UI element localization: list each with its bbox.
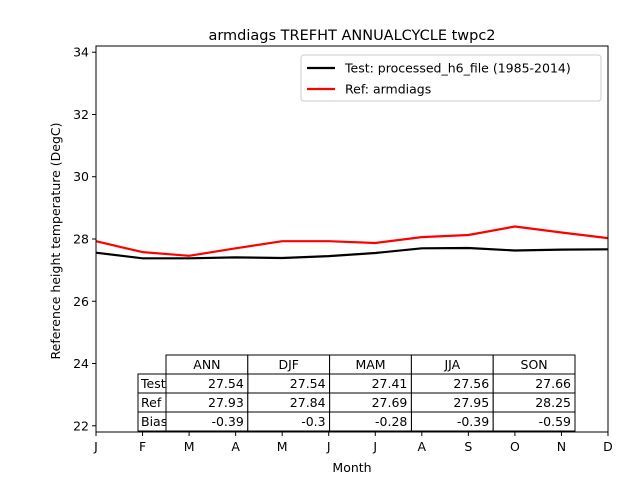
table-cell-value: 27.84 <box>290 395 326 410</box>
table-cell-value: 27.69 <box>372 395 408 410</box>
y-tick-label: 30 <box>73 169 89 184</box>
x-tick-label: S <box>464 439 472 454</box>
table-cell-value: 27.56 <box>453 376 489 391</box>
table-row-label: Test <box>140 376 166 391</box>
y-axis-ticks: 22 24 26 28 30 32 34 <box>73 45 96 433</box>
x-tick-label: F <box>139 439 146 454</box>
table-cell-value: 27.93 <box>208 395 244 410</box>
x-tick-label: J <box>326 439 331 454</box>
x-tick-label: A <box>418 439 427 454</box>
y-axis-label: Reference height temperature (DegC) <box>48 122 63 359</box>
table-header-label: ANN <box>193 357 220 372</box>
legend-label: Test: processed_h6_file (1985-2014) <box>344 61 571 76</box>
y-tick-label: 26 <box>73 294 89 309</box>
table-header-label: JJA <box>443 357 460 372</box>
y-tick-label: 22 <box>73 418 89 433</box>
x-tick-label: J <box>93 439 98 454</box>
table-cell <box>165 373 249 394</box>
table-cell-value: 27.54 <box>290 376 326 391</box>
table-header-label: SON <box>521 357 548 372</box>
legend: Test: processed_h6_file (1985-2014) Ref: … <box>300 54 602 102</box>
ref-series-line <box>95 225 609 257</box>
x-axis-label: Month <box>332 460 371 475</box>
table-cell <box>492 411 576 432</box>
x-tick-label: M <box>184 439 195 454</box>
table-cell-value: -0.3 <box>301 414 325 429</box>
legend-label: Ref: armdiags <box>345 82 431 97</box>
table-row-label: Ref <box>141 395 162 410</box>
stats-table: ANN DJF MAM JJA SON Test 27.54 27.41 27.56 27.66 R… <box>137 354 576 432</box>
legend-box <box>300 54 602 102</box>
test-series-line <box>95 246 609 260</box>
table-cell-value: 28.25 <box>535 395 571 410</box>
table-header-label: DJF <box>278 357 299 372</box>
series-layer <box>95 225 609 260</box>
table-cell-value: 27.66 <box>535 376 571 391</box>
x-tick-label: N <box>557 439 566 454</box>
table-row-label: Bias <box>141 414 167 429</box>
y-tick-label: 34 <box>73 45 89 60</box>
table-header-label: MAM <box>355 357 385 372</box>
x-tick-label: O <box>510 439 520 454</box>
table-cell-value: -0.28 <box>375 414 407 429</box>
plot-frame <box>95 45 609 433</box>
chart-title: armdiags TREFHT ANNUALCYCLE twpc2 <box>208 28 495 44</box>
table-cell-value: -0.39 <box>457 414 489 429</box>
y-tick-label: 32 <box>73 107 89 122</box>
table-cell <box>329 411 412 432</box>
x-tick-label: D <box>603 439 613 454</box>
table-cell-value: 27.41 <box>372 376 408 391</box>
table-cell-value: -0.39 <box>211 414 243 429</box>
table-cell-value: 27.54 <box>208 376 244 391</box>
y-tick-label: 28 <box>73 232 89 247</box>
x-tick-label: J <box>372 439 377 454</box>
table-cell <box>247 392 331 413</box>
table-cell-value: -0.59 <box>539 414 571 429</box>
x-tick-label: M <box>277 439 288 454</box>
table-cell-value: 27.95 <box>453 395 489 410</box>
x-tick-label: A <box>231 439 240 454</box>
y-tick-label: 24 <box>73 356 89 371</box>
